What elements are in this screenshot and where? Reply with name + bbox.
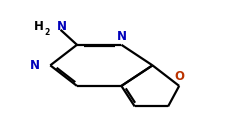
Text: N: N [57, 20, 67, 33]
Text: 2: 2 [44, 28, 49, 37]
Text: N: N [116, 30, 126, 43]
Text: H: H [34, 20, 44, 33]
Text: O: O [174, 70, 184, 83]
Text: N: N [30, 59, 40, 72]
